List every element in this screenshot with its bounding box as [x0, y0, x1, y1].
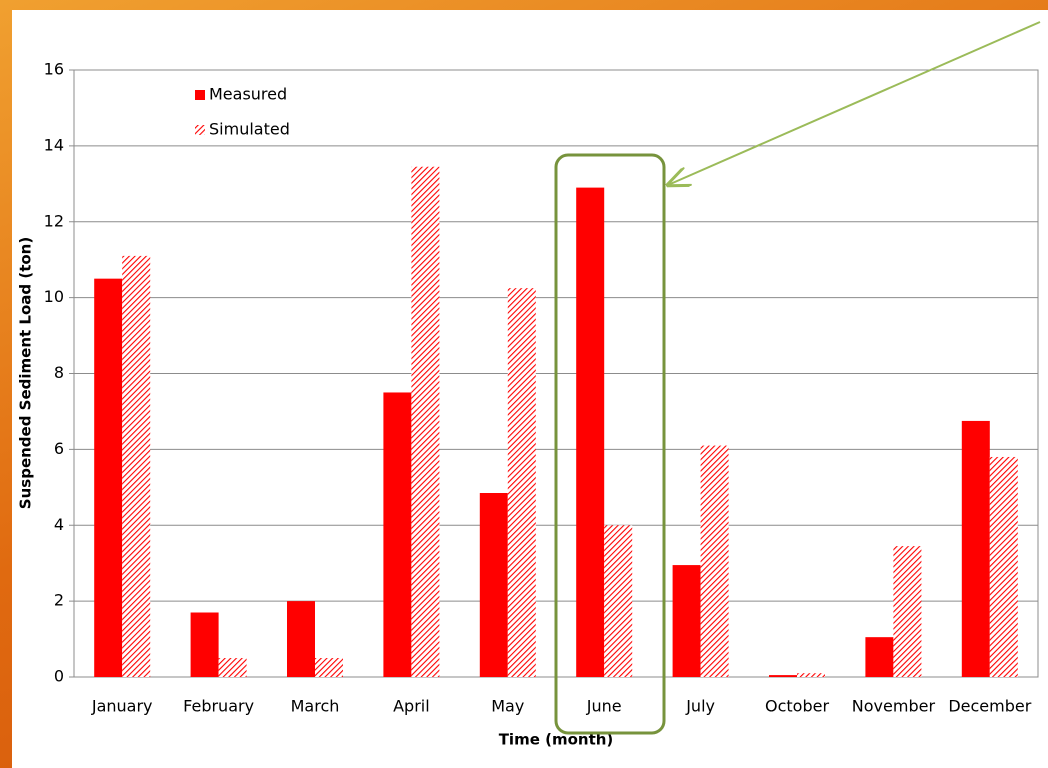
x-axis-title: Time (month)	[499, 731, 614, 749]
y-tick-label: 16	[44, 60, 64, 79]
highlight-box	[554, 153, 666, 735]
bar	[989, 456, 1018, 677]
bar	[94, 278, 123, 677]
y-tick-label: 8	[54, 363, 64, 382]
x-tick-label: November	[852, 697, 936, 716]
bar	[507, 288, 536, 677]
bar	[700, 445, 729, 677]
bar	[865, 637, 894, 677]
bar	[218, 658, 247, 677]
x-tick-label: March	[291, 697, 340, 716]
bar	[122, 255, 151, 678]
bar	[672, 565, 701, 677]
bar	[411, 166, 440, 677]
legend-label: Simulated	[209, 120, 290, 139]
x-tick-label: January	[91, 697, 153, 716]
y-tick-label: 0	[54, 667, 64, 686]
y-tick-label: 12	[44, 211, 64, 230]
bar	[383, 392, 412, 677]
annotation-arrow	[668, 21, 1041, 185]
x-tick-label: October	[765, 697, 829, 716]
y-tick-label: 4	[54, 515, 64, 534]
y-axis-title: Suspended Sediment Load (ton)	[17, 237, 35, 509]
x-tick-label: May	[491, 697, 524, 716]
y-tick-label: 10	[44, 287, 64, 306]
legend-label: Measured	[209, 85, 287, 104]
bar	[315, 658, 343, 677]
x-tick-label: June	[586, 697, 622, 716]
x-tick-label: February	[183, 697, 254, 716]
y-tick-label: 6	[54, 439, 64, 458]
legend-swatch	[195, 125, 205, 135]
bar	[287, 601, 315, 677]
bar	[604, 525, 633, 677]
bar	[893, 546, 922, 677]
bar	[190, 612, 219, 677]
bar	[961, 420, 990, 677]
legend-swatch	[195, 90, 205, 100]
bar	[479, 493, 508, 677]
bar	[769, 675, 797, 677]
y-tick-label: 2	[54, 591, 64, 610]
bar	[797, 673, 825, 677]
bar	[576, 187, 605, 677]
x-tick-label: December	[948, 697, 1031, 716]
x-tick-label: July	[685, 697, 715, 716]
x-tick-label: April	[393, 697, 430, 716]
y-tick-label: 14	[44, 135, 64, 154]
